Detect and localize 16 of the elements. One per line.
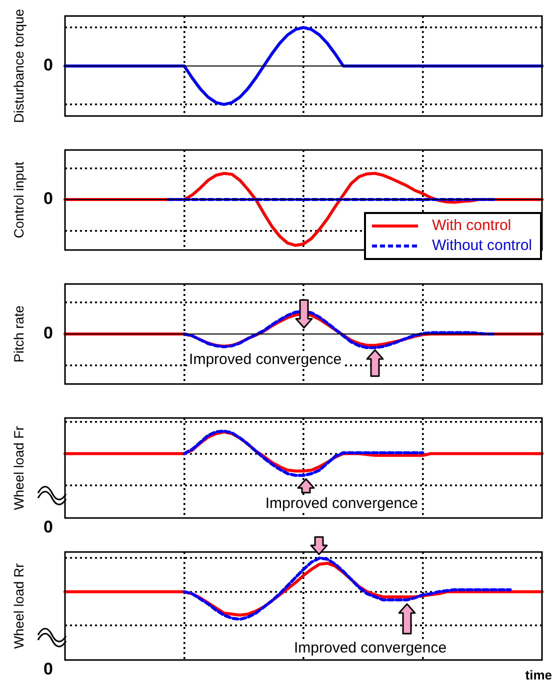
y-axis-title: Wheel load Rr [12, 562, 27, 649]
ref-line-label: 0 [44, 189, 53, 208]
text: 0 [44, 660, 53, 679]
text: 0 [44, 518, 53, 537]
x-axis-title: time [525, 668, 552, 683]
annotation: Improved convergence [294, 639, 447, 656]
y-axis-title: Disturbance torque [12, 8, 27, 124]
annotation: Improved convergence [265, 495, 418, 512]
y-axis-title: Wheel load Fr [12, 425, 27, 510]
ref-line-label: 0 [44, 56, 53, 75]
legend-label: With control [432, 216, 512, 236]
legend-label: Without control [432, 236, 532, 256]
text: Improved convergence [189, 351, 342, 368]
y-axis-title: Pitch rate [12, 305, 27, 363]
y-axis-title: Control input [12, 161, 27, 238]
ref-line-label: 0 [44, 324, 53, 343]
